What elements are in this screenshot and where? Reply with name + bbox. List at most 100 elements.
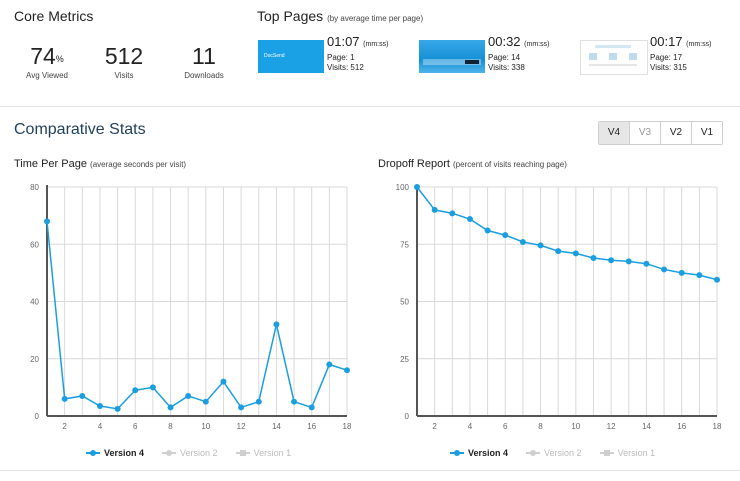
top-page-time: 00:32 <box>488 34 521 49</box>
y-tick-label: 60 <box>30 240 39 249</box>
page-thumbnail-1[interactable]: DocSend <box>258 40 324 73</box>
x-tick-label: 16 <box>307 422 316 431</box>
legend-label: Version 4 <box>468 448 509 458</box>
data-point <box>79 392 86 399</box>
y-tick-label: 0 <box>405 412 410 421</box>
top-page-number: Page: 1 <box>327 53 355 62</box>
x-tick-label: 18 <box>343 422 352 431</box>
x-tick-label: 8 <box>538 422 543 431</box>
section-divider <box>0 106 740 107</box>
metric-value: 11 <box>192 43 216 69</box>
top-pages-subtitle: (by average time per page) <box>327 14 424 23</box>
top-page-number: Page: 17 <box>650 53 683 62</box>
data-point <box>167 404 174 411</box>
thumbnail-logo-text: DocSend <box>264 53 285 59</box>
chart-title: Time Per Page <box>14 158 87 170</box>
x-tick-label: 16 <box>677 422 686 431</box>
legend-item-version-1[interactable]: Version 1 <box>599 448 656 458</box>
version-button-v2[interactable]: V2 <box>661 122 692 144</box>
data-point <box>220 378 227 385</box>
y-tick-label: 75 <box>400 240 409 249</box>
top-pages-heading: Top Pages <box>257 8 324 24</box>
y-tick-label: 80 <box>30 183 39 192</box>
x-tick-label: 2 <box>62 422 67 431</box>
top-page-visits: Visits: 338 <box>488 63 525 72</box>
top-page-visits: Visits: 512 <box>327 63 364 72</box>
data-point <box>466 216 473 223</box>
data-point <box>61 395 68 402</box>
data-point <box>449 210 456 217</box>
data-point <box>678 269 685 276</box>
time-per-page-title: Time Per Page (average seconds per visit… <box>14 158 186 170</box>
y-tick-label: 100 <box>396 183 410 192</box>
data-point <box>96 402 103 409</box>
data-point <box>696 272 703 279</box>
top-page-time-unit: (mm:ss) <box>363 41 389 48</box>
top-page-number: Page: 14 <box>488 53 521 62</box>
x-tick-label: 12 <box>607 422 616 431</box>
version-button-v1[interactable]: V1 <box>692 122 722 144</box>
chart-subtitle: (percent of visits reaching page) <box>453 160 567 169</box>
page-thumbnail-14[interactable] <box>419 40 485 73</box>
y-tick-label: 25 <box>400 355 409 364</box>
legend-label: Version 4 <box>104 448 145 458</box>
legend-label: Version 1 <box>617 448 656 458</box>
legend-item-version-4[interactable]: Version 4 <box>86 448 144 458</box>
top-pages-title: Top Pages (by average time per page) <box>257 8 423 24</box>
dropoff-report-title: Dropoff Report (percent of visits reachi… <box>378 158 567 170</box>
data-point <box>291 398 298 405</box>
x-tick-label: 10 <box>571 422 580 431</box>
bottom-divider <box>0 470 740 471</box>
data-point <box>114 405 121 412</box>
series-line-version-4 <box>46 221 348 410</box>
data-point <box>572 250 579 257</box>
data-point <box>661 266 668 273</box>
top-page-info-14: 00:32 (mm:ss) Page: 14 Visits: 338 <box>488 34 549 73</box>
dropoff-report-chart: 0 25 50 75 100 2 4 6 8 10 12 14 16 18 <box>396 183 722 431</box>
chart-subtitle: (average seconds per visit) <box>90 160 187 169</box>
data-point <box>344 367 350 374</box>
data-point <box>484 227 491 234</box>
data-point <box>714 276 720 283</box>
page-thumbnail-17[interactable] <box>580 40 648 75</box>
top-page-info-1: 01:07 (mm:ss) Page: 1 Visits: 512 <box>327 34 388 73</box>
x-tick-label: 4 <box>98 422 103 431</box>
data-point <box>185 392 192 399</box>
data-point <box>255 398 262 405</box>
metric-label: Downloads <box>184 71 224 80</box>
metric-avg-viewed: 74% Avg Viewed <box>12 42 82 80</box>
legend-item-version-4[interactable]: Version 4 <box>450 448 508 458</box>
time-per-page-chart: 0 20 40 60 80 2 4 6 8 10 12 14 16 18 <box>30 183 352 431</box>
metric-label: Avg Viewed <box>26 71 68 80</box>
time-per-page-legend: Version 4 Version 2 Version 1 <box>86 448 291 458</box>
version-button-v3[interactable]: V3 <box>630 122 661 144</box>
data-point <box>643 260 650 267</box>
data-point <box>555 248 562 255</box>
data-point <box>326 361 333 368</box>
data-point <box>590 254 597 261</box>
legend-item-version-1[interactable]: Version 1 <box>235 448 291 458</box>
data-point <box>44 218 50 225</box>
top-page-time-unit: (mm:ss) <box>524 41 550 48</box>
legend-label: Version 2 <box>544 448 582 458</box>
data-point <box>608 257 615 264</box>
y-tick-label: 40 <box>30 298 39 307</box>
legend-item-version-2[interactable]: Version 2 <box>162 448 218 458</box>
data-point <box>431 206 438 213</box>
core-metrics-title: Core Metrics <box>14 8 94 24</box>
x-tick-label: 2 <box>432 422 437 431</box>
top-page-time: 00:17 <box>650 34 683 49</box>
data-point <box>519 238 526 245</box>
version-button-v4[interactable]: V4 <box>599 122 630 144</box>
top-page-visits: Visits: 315 <box>650 63 687 72</box>
metric-downloads: 11 Downloads <box>169 42 239 80</box>
data-point <box>132 387 139 394</box>
x-tick-label: 10 <box>201 422 210 431</box>
metric-label: Visits <box>114 71 134 80</box>
series-line-version-4 <box>416 186 718 281</box>
top-page-time: 01:07 <box>327 34 360 49</box>
y-tick-label: 50 <box>400 298 409 307</box>
legend-item-version-2[interactable]: Version 2 <box>526 448 582 458</box>
x-tick-label: 6 <box>133 422 138 431</box>
data-point <box>537 242 544 249</box>
